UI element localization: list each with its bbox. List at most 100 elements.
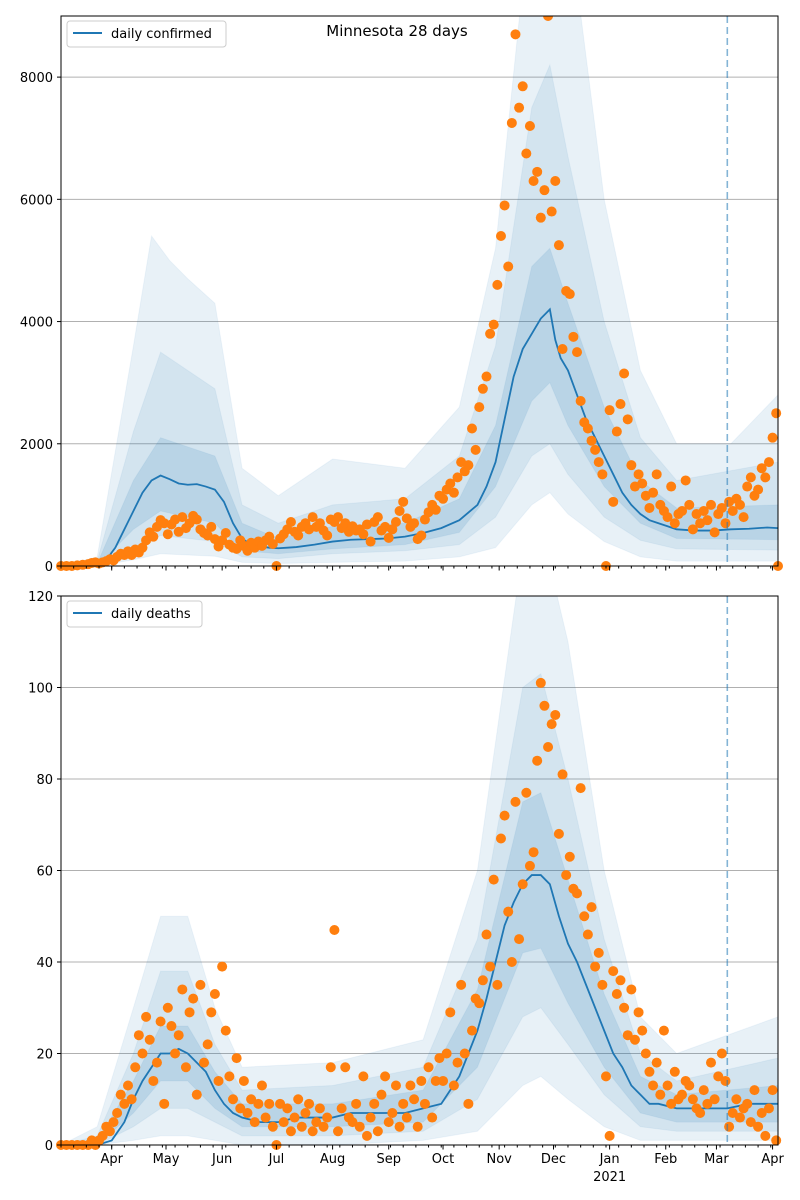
observed-point [354, 1121, 365, 1132]
observed-point [448, 1080, 459, 1091]
uncertainty-band-outer [61, 596, 778, 1145]
observed-point [162, 529, 173, 540]
observed-point [582, 929, 593, 940]
observed-point [180, 1062, 191, 1073]
observed-point [188, 993, 199, 1004]
observed-point [206, 1007, 217, 1018]
observed-point [289, 1112, 300, 1123]
observed-point [637, 1025, 648, 1036]
observed-point [133, 1030, 144, 1041]
observed-point [438, 493, 449, 504]
observed-point [644, 502, 655, 513]
observed-point [633, 1007, 644, 1018]
observed-point [275, 1098, 286, 1109]
observed-point [162, 1002, 173, 1013]
observed-point [640, 1048, 651, 1059]
observed-point [108, 1117, 119, 1128]
observed-point [177, 984, 188, 995]
observed-point [557, 344, 568, 355]
observed-point [293, 530, 304, 541]
observed-point [677, 1089, 688, 1100]
confirmed-axes [60, 15, 779, 567]
observed-point [593, 947, 604, 958]
observed-point [539, 700, 550, 711]
observed-point [155, 1016, 166, 1027]
y-tick-label: 40 [36, 956, 53, 971]
observed-point [586, 902, 597, 913]
deaths-observed-points [56, 677, 782, 1150]
observed-point [503, 261, 514, 272]
x-tick-label: Jul [268, 1152, 285, 1167]
observed-point [256, 1080, 267, 1091]
observed-point [760, 1130, 771, 1141]
observed-point [600, 1071, 611, 1082]
observed-point [409, 518, 420, 529]
observed-point [662, 1080, 673, 1091]
observed-point [307, 1126, 318, 1137]
model-line [61, 307, 778, 566]
observed-point [742, 481, 753, 492]
axes-frame [60, 15, 779, 567]
observed-point [680, 475, 691, 486]
observed-point [593, 457, 604, 468]
observed-point [191, 514, 202, 525]
observed-point [713, 1071, 724, 1082]
observed-point [485, 328, 496, 339]
observed-point [97, 1130, 108, 1141]
observed-point [206, 521, 217, 532]
observed-point [195, 979, 206, 990]
observed-point [564, 851, 575, 862]
observed-point [314, 1103, 325, 1114]
observed-point [590, 961, 601, 972]
observed-point [213, 1075, 224, 1086]
observed-point [517, 879, 528, 890]
observed-point [586, 435, 597, 446]
observed-point [572, 888, 583, 899]
observed-point [365, 1112, 376, 1123]
observed-point [148, 1075, 159, 1086]
observed-point [727, 1107, 738, 1118]
observed-point [524, 860, 535, 871]
observed-point [380, 1071, 391, 1082]
observed-point [112, 1107, 123, 1118]
observed-point [477, 383, 488, 394]
y-tick-label: 6000 [20, 193, 53, 208]
observed-point [383, 1117, 394, 1128]
observed-point [716, 1048, 727, 1059]
observed-point [267, 539, 278, 549]
observed-point [568, 331, 579, 342]
observed-point [771, 408, 782, 419]
observed-point [137, 1048, 148, 1059]
observed-point [488, 874, 499, 885]
observed-point [760, 472, 771, 483]
x-tick-label: Apr [100, 1152, 123, 1167]
observed-point [608, 496, 619, 507]
observed-point [177, 512, 188, 523]
deaths-x-ticks: Apr May Jun Jul Aug Sep Oct Nov Dec Jan 2021 Feb Mar… [60, 1145, 784, 1185]
x-tick-label: Feb [654, 1152, 677, 1167]
observed-point [720, 518, 731, 529]
observed-point [474, 998, 485, 1009]
x-year-label: 2021 [593, 1170, 626, 1185]
observed-point [144, 1034, 155, 1045]
observed-point [126, 1094, 137, 1105]
observed-point [753, 1121, 764, 1132]
observed-point [615, 975, 626, 986]
chart-title: Minnesota 28 days [326, 22, 468, 40]
observed-point [532, 755, 543, 766]
y-tick-label: 8000 [20, 71, 53, 86]
observed-point [619, 368, 630, 379]
observed-point [637, 478, 648, 489]
observed-point [575, 396, 586, 406]
observed-point [191, 1089, 202, 1100]
observed-point [347, 1117, 358, 1128]
observed-point [358, 529, 369, 540]
legend-label: daily confirmed [111, 27, 212, 42]
observed-point [550, 176, 561, 186]
observed-point [285, 517, 296, 527]
observed-point [141, 1011, 152, 1022]
observed-point [427, 1112, 438, 1123]
observed-point [383, 532, 394, 543]
observed-point [539, 185, 550, 196]
